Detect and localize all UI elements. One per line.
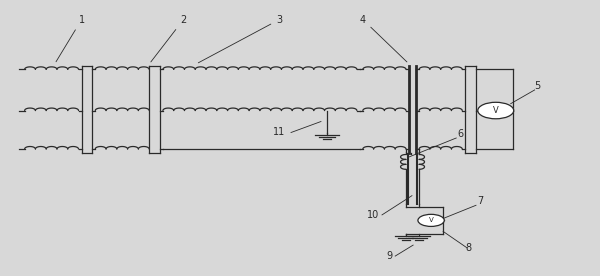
Text: 2: 2: [151, 15, 187, 62]
Text: 8: 8: [466, 243, 472, 253]
Text: 9: 9: [386, 251, 392, 261]
Text: 11: 11: [273, 127, 286, 137]
Text: V: V: [493, 106, 499, 115]
Text: 4: 4: [360, 15, 407, 62]
Circle shape: [478, 102, 514, 119]
Text: 10: 10: [367, 210, 379, 220]
Circle shape: [418, 214, 444, 226]
Text: 1: 1: [56, 15, 85, 62]
Text: 3: 3: [198, 15, 282, 63]
Text: 6: 6: [457, 129, 464, 139]
Text: 5: 5: [535, 81, 541, 91]
Text: 7: 7: [477, 197, 484, 206]
Text: V: V: [429, 217, 433, 223]
